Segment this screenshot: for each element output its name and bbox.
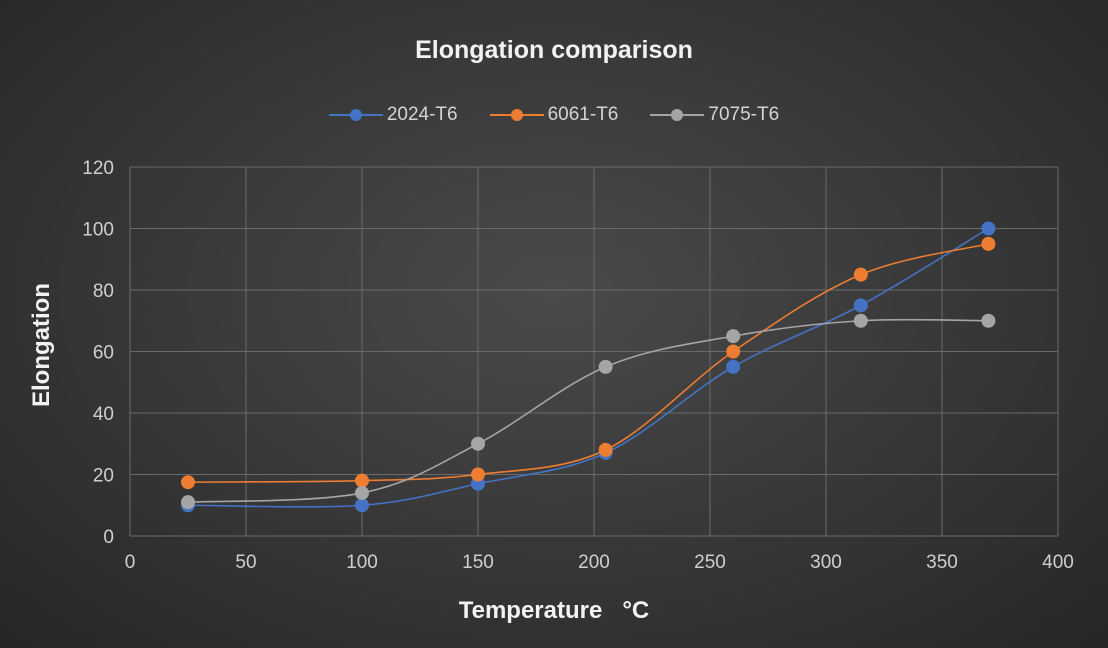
series-line-2024-t6 (187, 227, 989, 508)
data-point-7075-t6 (853, 313, 868, 328)
data-point-2024-t6 (726, 359, 741, 374)
legend-dot (349, 109, 362, 121)
legend-label: 6061-T6 (547, 104, 619, 125)
data-point-6061-t6 (853, 267, 868, 282)
legend-dot (671, 109, 684, 121)
x-axis-title: Temperature °C (458, 597, 650, 624)
data-point-2024-t6 (853, 298, 868, 313)
data-point-6061-t6 (598, 442, 613, 457)
y-tick-label: 100 (82, 220, 114, 241)
legend-marker-2024-t6 (328, 105, 383, 125)
legend-item-2024-t6: 2024-T6 (328, 104, 458, 126)
y-tick-label: 0 (103, 527, 114, 548)
y-tick-label: 40 (93, 404, 114, 425)
chart-legend: 2024-T6 6061-T6 7075-T6 (0, 104, 1108, 126)
x-tick-label: 100 (346, 552, 378, 573)
series-line-6061-t6 (187, 243, 989, 483)
x-tick-label: 350 (926, 552, 958, 573)
x-tick-label: 50 (235, 552, 256, 573)
data-point-7075-t6 (981, 313, 996, 328)
data-point-6061-t6 (355, 473, 369, 488)
x-tick-label: 200 (578, 552, 610, 573)
y-tick-label: 120 (82, 158, 114, 179)
data-point-6061-t6 (726, 344, 741, 359)
data-point-2024-t6 (981, 221, 996, 236)
data-point-6061-t6 (981, 236, 996, 251)
data-point-7075-t6 (181, 495, 195, 510)
data-point-7075-t6 (471, 436, 485, 451)
chart-title: Elongation comparison (415, 36, 693, 64)
y-tick-label: 80 (93, 281, 114, 302)
legend-item-7075-t6: 7075-T6 (650, 104, 779, 126)
x-tick-label: 250 (694, 552, 726, 573)
legend-item-6061-t6: 6061-T6 (489, 104, 619, 126)
data-point-7075-t6 (726, 329, 741, 344)
legend-marker-7075-t6 (650, 105, 705, 125)
x-tick-label: 150 (462, 552, 494, 573)
legend-marker-6061-t6 (489, 105, 544, 125)
legend-label: 7075-T6 (708, 104, 780, 125)
x-tick-label: 300 (810, 552, 842, 573)
data-point-6061-t6 (181, 475, 195, 490)
x-tick-label: 0 (125, 552, 136, 573)
legend-dot (510, 109, 523, 121)
x-tick-label: 400 (1042, 552, 1074, 573)
data-point-2024-t6 (355, 498, 369, 513)
data-point-7075-t6 (355, 485, 369, 500)
data-point-6061-t6 (471, 467, 485, 482)
y-tick-label: 60 (93, 343, 114, 364)
legend-label: 2024-T6 (386, 104, 458, 125)
data-point-7075-t6 (598, 359, 613, 374)
y-tick-label: 20 (93, 466, 114, 487)
